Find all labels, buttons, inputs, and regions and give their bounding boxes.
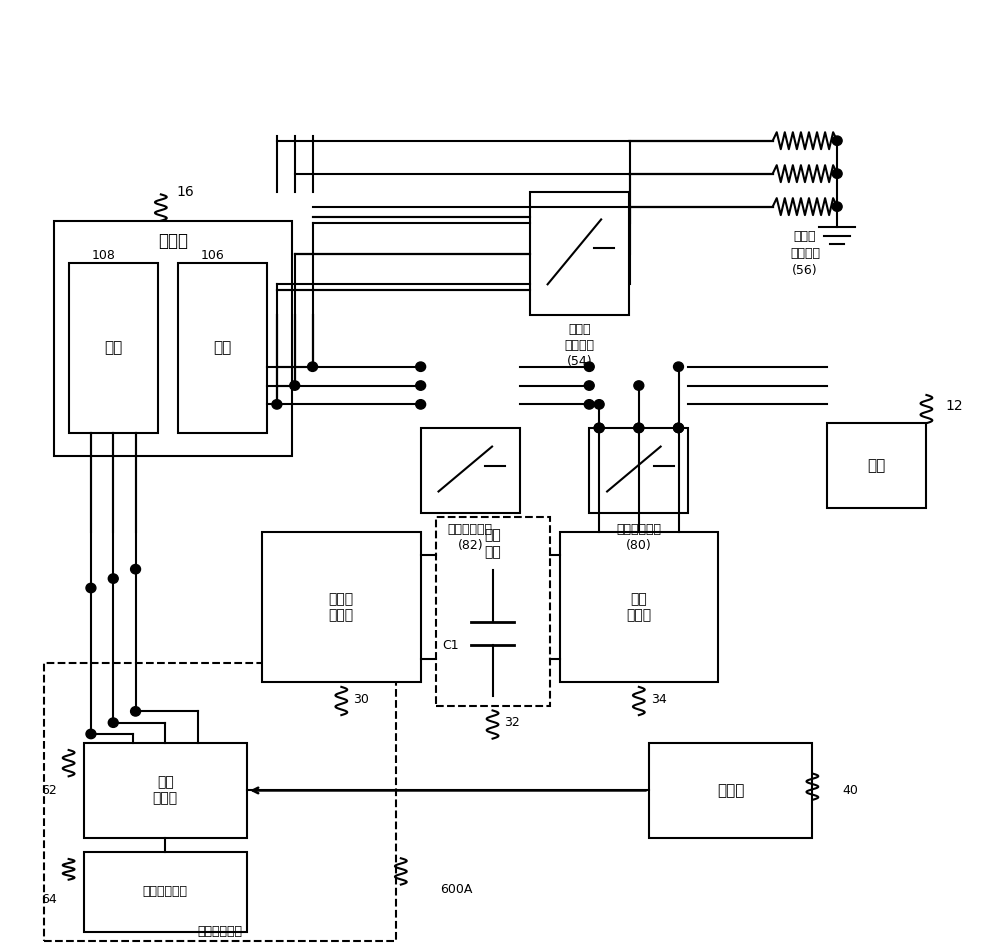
Circle shape <box>674 423 683 432</box>
FancyBboxPatch shape <box>69 263 158 432</box>
Circle shape <box>86 583 96 593</box>
FancyBboxPatch shape <box>827 423 926 508</box>
Text: 12: 12 <box>945 399 963 413</box>
Text: 辅助制动电路: 辅助制动电路 <box>197 925 242 939</box>
Circle shape <box>131 564 141 574</box>
Text: C1: C1 <box>442 639 459 652</box>
Circle shape <box>674 423 683 432</box>
Text: 第二开关元件: 第二开关元件 <box>448 523 493 536</box>
Circle shape <box>290 381 300 390</box>
Text: (56): (56) <box>792 264 818 277</box>
FancyBboxPatch shape <box>84 743 247 838</box>
Text: 64: 64 <box>41 893 57 906</box>
Text: 第一开关元件: 第一开关元件 <box>616 523 661 536</box>
Circle shape <box>634 381 644 390</box>
Text: 600A: 600A <box>440 883 473 896</box>
Text: 106: 106 <box>201 249 224 262</box>
Circle shape <box>272 400 282 409</box>
Text: 控制器: 控制器 <box>717 783 744 798</box>
Text: (80): (80) <box>626 539 652 552</box>
Circle shape <box>308 362 318 371</box>
Circle shape <box>832 169 842 179</box>
Text: 30: 30 <box>353 693 369 706</box>
Text: 16: 16 <box>177 185 195 200</box>
Text: 34: 34 <box>651 693 667 706</box>
Circle shape <box>108 574 118 583</box>
FancyBboxPatch shape <box>84 851 247 932</box>
Text: 定子侧: 定子侧 <box>794 230 816 243</box>
Circle shape <box>832 202 842 211</box>
Circle shape <box>416 362 426 371</box>
Text: 108: 108 <box>91 249 115 262</box>
FancyBboxPatch shape <box>649 743 812 838</box>
Text: 32: 32 <box>505 716 520 730</box>
Circle shape <box>108 718 118 728</box>
FancyBboxPatch shape <box>589 428 688 513</box>
Text: 发电机: 发电机 <box>158 233 188 251</box>
Text: 62: 62 <box>41 784 57 797</box>
Text: 定子: 定子 <box>213 340 231 355</box>
Circle shape <box>584 400 594 409</box>
Text: 电阻元件: 电阻元件 <box>790 247 820 260</box>
Text: 辅助
变换器: 辅助 变换器 <box>153 775 178 806</box>
FancyBboxPatch shape <box>262 531 421 682</box>
FancyBboxPatch shape <box>436 518 550 706</box>
Text: 开关元件: 开关元件 <box>564 338 594 352</box>
Circle shape <box>634 423 644 432</box>
Circle shape <box>584 381 594 390</box>
FancyBboxPatch shape <box>560 531 718 682</box>
Circle shape <box>131 707 141 716</box>
FancyBboxPatch shape <box>530 193 629 314</box>
Text: (82): (82) <box>457 539 483 552</box>
Circle shape <box>674 362 683 371</box>
Circle shape <box>634 423 644 432</box>
Text: 直流
链路: 直流 链路 <box>484 528 501 559</box>
Circle shape <box>594 400 604 409</box>
Text: 辅助储能元件: 辅助储能元件 <box>143 885 188 898</box>
Circle shape <box>584 362 594 371</box>
FancyBboxPatch shape <box>178 263 267 432</box>
Text: 转子侧
变流器: 转子侧 变流器 <box>329 592 354 622</box>
Text: 转子: 转子 <box>104 340 122 355</box>
Circle shape <box>594 423 604 432</box>
Text: 定子侧: 定子侧 <box>568 323 591 335</box>
Circle shape <box>594 423 604 432</box>
Circle shape <box>416 400 426 409</box>
Circle shape <box>832 136 842 145</box>
Text: 40: 40 <box>842 784 858 797</box>
Text: 网侧
变流器: 网侧 变流器 <box>626 592 651 622</box>
Circle shape <box>416 381 426 390</box>
Circle shape <box>86 730 96 739</box>
Text: (54): (54) <box>567 355 592 369</box>
FancyBboxPatch shape <box>54 220 292 456</box>
FancyBboxPatch shape <box>421 428 520 513</box>
Text: 电网: 电网 <box>868 458 886 473</box>
